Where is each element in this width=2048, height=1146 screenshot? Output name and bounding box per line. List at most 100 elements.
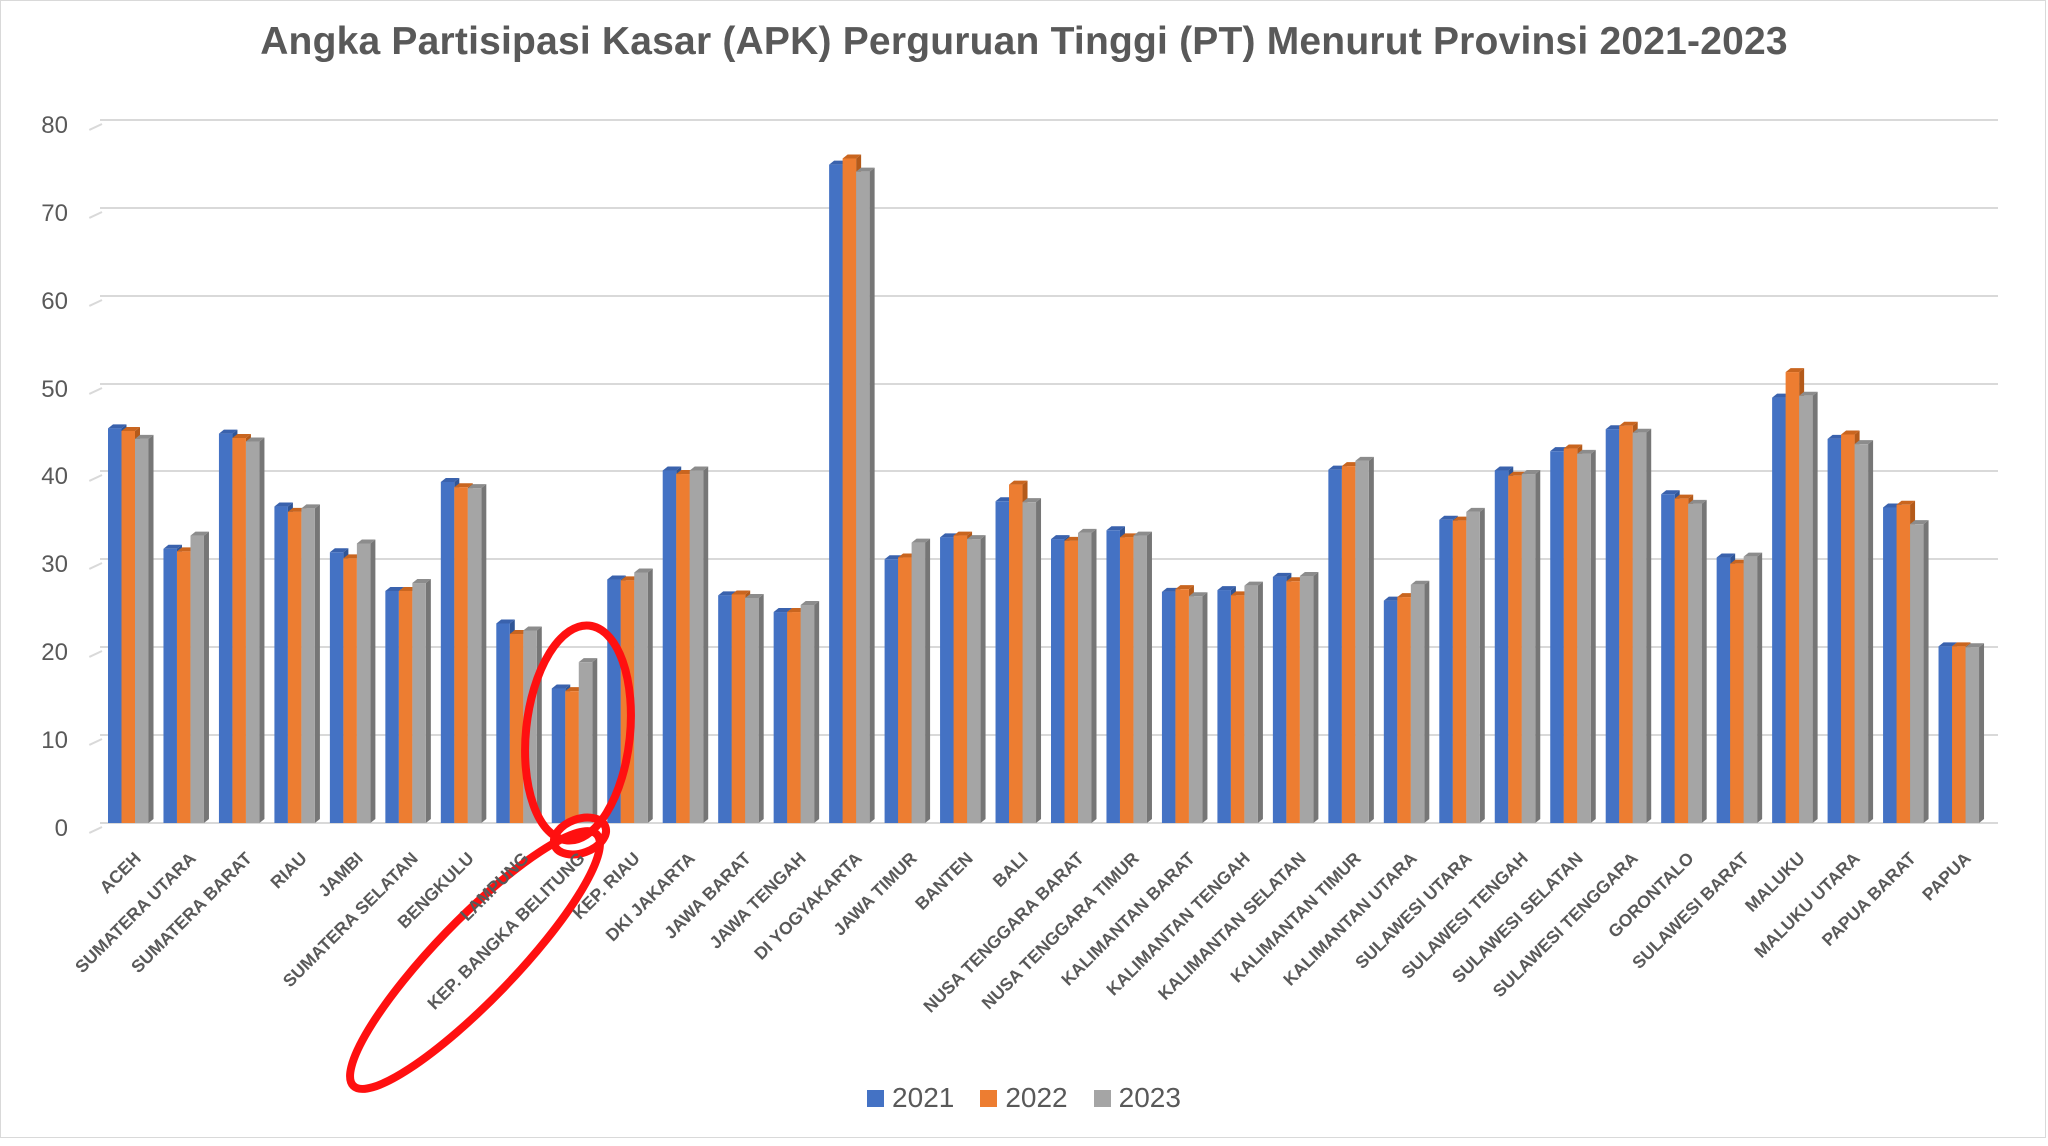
bar-2022[interactable]: JAWA BARAT 2022: 26 bbox=[731, 594, 746, 823]
bar-2021[interactable]: KALIMANTAN TENGAH 2021: 26.5 bbox=[1217, 590, 1231, 823]
bar-2023[interactable]: SUMATERA UTARA 2023: 32.7 bbox=[190, 535, 204, 823]
bar-2022[interactable]: SULAWESI SELATAN 2022: 42.6 bbox=[1563, 448, 1578, 823]
bar-2021[interactable]: BENGKULU 2021: 38.8 bbox=[440, 481, 455, 823]
bar-2022[interactable]: RIAU 2022: 35.4 bbox=[287, 511, 302, 823]
bar-2023[interactable]: SUMATERA SELATAN 2023: 27.3 bbox=[412, 583, 426, 823]
bar-2022[interactable]: MALUKU UTARA 2022: 44.2 bbox=[1841, 434, 1855, 823]
bar-2023[interactable]: RIAU 2023: 35.8 bbox=[301, 508, 315, 823]
bar-2021[interactable]: JAWA TENGAH 2021: 24 bbox=[773, 612, 788, 823]
bar-2023[interactable]: MALUKU UTARA 2023: 43.1 bbox=[1854, 444, 1869, 823]
bar-2021[interactable]: SULAWESI BARAT 2021: 30.2 bbox=[1716, 557, 1731, 823]
bar-2021[interactable]: SUMATERA SELATAN 2021: 26.4 bbox=[385, 590, 399, 823]
bar-2023[interactable]: KEP. RIAU 2023: 28.5 bbox=[634, 572, 648, 823]
bar-2022[interactable]: KALIMANTAN TENGAH 2022: 25.9 bbox=[1230, 595, 1245, 823]
bar-2022[interactable]: SUMATERA BARAT 2022: 43.8 bbox=[232, 437, 246, 823]
bar-2021[interactable]: KALIMANTAN TIMUR 2021: 40.2 bbox=[1328, 469, 1342, 823]
bar-2022[interactable]: KALIMANTAN UTARA 2022: 25.7 bbox=[1397, 597, 1411, 823]
bar-2022[interactable]: DI YOGYAKARTA 2022: 75.6 bbox=[842, 158, 857, 823]
bar-2022[interactable]: JAWA TIMUR 2022: 30.2 bbox=[898, 557, 912, 823]
bar-2022[interactable]: MALUKU 2022: 51.3 bbox=[1785, 372, 1800, 823]
bar-2023[interactable]: KALIMANTAN BARAT 2023: 25.8 bbox=[1188, 596, 1203, 823]
bar-2021[interactable]: GORONTALO 2021: 37.4 bbox=[1661, 494, 1675, 823]
bar-2021[interactable]: KALIMANTAN BARAT 2021: 26.3 bbox=[1161, 591, 1176, 823]
bar-2021[interactable]: BANTEN 2021: 32.5 bbox=[940, 537, 954, 823]
bar-2021[interactable]: DI YOGYAKARTA 2021: 74.9 bbox=[829, 164, 843, 823]
bar-2023[interactable]: PAPUA BARAT 2023: 34 bbox=[1910, 524, 1924, 823]
bar-2021[interactable]: SULAWESI TENGAH 2021: 40.1 bbox=[1494, 470, 1509, 823]
bar-2022[interactable]: SUMATERA SELATAN 2022: 26.4 bbox=[398, 590, 413, 823]
bar-2021[interactable]: NUSA TENGGARA BARAT 2021: 32.3 bbox=[1051, 539, 1065, 823]
bar-2023[interactable]: BANTEN 2023: 32.3 bbox=[967, 539, 981, 823]
bar-2021[interactable]: MALUKU UTARA 2021: 43.7 bbox=[1827, 438, 1842, 823]
bar-2023[interactable]: JAWA TIMUR 2023: 31.9 bbox=[911, 542, 926, 823]
bar-2023[interactable]: MALUKU 2023: 48.6 bbox=[1799, 395, 1813, 823]
bar-2022[interactable]: GORONTALO 2022: 36.9 bbox=[1674, 498, 1689, 823]
bar-2021[interactable]: JAWA TIMUR 2021: 30 bbox=[884, 559, 899, 823]
bar-2021[interactable]: SULAWESI TENGGARA 2021: 44.8 bbox=[1605, 429, 1620, 823]
bar-2023[interactable]: JAMBI 2023: 31.8 bbox=[356, 543, 371, 823]
bar-2022[interactable]: KEP. BANGKA BELITUNG 2022: 15 bbox=[565, 691, 579, 823]
bar-2023[interactable]: JAWA TENGAH 2023: 24.8 bbox=[800, 605, 815, 823]
bar-2022[interactable]: JAWA TENGAH 2022: 24 bbox=[787, 612, 801, 823]
bar-2022[interactable]: NUSA TENGGARA BARAT 2022: 32.1 bbox=[1064, 540, 1079, 823]
bar-2022[interactable]: BALI 2022: 38.5 bbox=[1009, 484, 1023, 823]
legend-item-2023[interactable]: 2023 bbox=[1093, 1082, 1181, 1114]
bar-2021[interactable]: KALIMANTAN SELATAN 2021: 28 bbox=[1272, 576, 1287, 823]
legend-item-2021[interactable]: 2021 bbox=[867, 1082, 954, 1114]
bar-2022[interactable]: KALIMANTAN TIMUR 2022: 40.6 bbox=[1341, 466, 1356, 823]
bar-2023[interactable]: PAPUA 2023: 20 bbox=[1965, 647, 1980, 823]
bar-2022[interactable]: SULAWESI UTARA 2022: 34.4 bbox=[1452, 520, 1467, 823]
bar-2023[interactable]: BALI 2023: 36.5 bbox=[1022, 502, 1037, 823]
bar-2023[interactable]: SULAWESI UTARA 2023: 35.4 bbox=[1466, 511, 1480, 823]
bar-2022[interactable]: SULAWESI TENGAH 2022: 39.5 bbox=[1508, 475, 1522, 823]
bar-2022[interactable]: JAMBI 2022: 30.1 bbox=[343, 558, 357, 823]
bar-2023[interactable]: KEP. BANGKA BELITUNG 2023: 18.3 bbox=[578, 662, 593, 823]
bar-2023[interactable]: NUSA TENGGARA BARAT 2023: 33 bbox=[1078, 532, 1092, 823]
bar-2023[interactable]: ACEH 2023: 43.7 bbox=[135, 438, 149, 823]
bar-2023[interactable]: JAWA BARAT 2023: 25.6 bbox=[745, 597, 759, 823]
bar-2021[interactable]: BALI 2021: 36.6 bbox=[995, 501, 1010, 823]
bar-2021[interactable]: KEP. BANGKA BELITUNG 2021: 15.3 bbox=[551, 688, 566, 823]
bar-2022[interactable]: NUSA TENGGARA TIMUR 2022: 32.5 bbox=[1119, 537, 1134, 823]
bar-2021[interactable]: DKI JAKARTA 2021: 40.1 bbox=[662, 470, 677, 823]
bar-2022[interactable]: BENGKULU 2022: 38.2 bbox=[454, 487, 468, 823]
bar-2022[interactable]: KALIMANTAN SELATAN 2022: 27.5 bbox=[1286, 581, 1300, 823]
bar-2022[interactable]: ACEH 2022: 44.6 bbox=[121, 430, 136, 823]
bar-2021[interactable]: SUMATERA BARAT 2021: 44.3 bbox=[218, 433, 233, 823]
bar-2021[interactable]: ACEH 2021: 44.9 bbox=[108, 428, 122, 823]
bar-2021[interactable]: PAPUA 2021: 20.1 bbox=[1938, 646, 1953, 823]
bar-2023[interactable]: SUMATERA BARAT 2023: 43.4 bbox=[245, 441, 260, 823]
bar-2021[interactable]: SULAWESI SELATAN 2021: 42.3 bbox=[1550, 451, 1564, 823]
bar-2022[interactable]: LAMPUNG 2022: 21.5 bbox=[509, 634, 524, 823]
bar-2022[interactable]: PAPUA BARAT 2022: 36.2 bbox=[1896, 504, 1911, 823]
bar-2023[interactable]: SULAWESI TENGGARA 2023: 44.4 bbox=[1632, 432, 1647, 823]
bar-2022[interactable]: SULAWESI BARAT 2022: 29.5 bbox=[1730, 563, 1744, 823]
bar-2021[interactable]: KALIMANTAN UTARA 2021: 25.3 bbox=[1383, 600, 1398, 823]
bar-2023[interactable]: NUSA TENGGARA TIMUR 2023: 32.7 bbox=[1133, 535, 1147, 823]
bar-2023[interactable]: SULAWESI SELATAN 2023: 42 bbox=[1577, 453, 1591, 823]
bar-2023[interactable]: SULAWESI TENGAH 2023: 39.7 bbox=[1521, 474, 1536, 823]
legend-item-2022[interactable]: 2022 bbox=[980, 1082, 1068, 1114]
bar-2022[interactable]: PAPUA 2022: 20.1 bbox=[1952, 646, 1966, 823]
bar-2021[interactable]: LAMPUNG 2021: 22.7 bbox=[496, 623, 510, 823]
bar-2023[interactable]: SULAWESI BARAT 2023: 30.3 bbox=[1743, 556, 1758, 823]
bar-2021[interactable]: SULAWESI UTARA 2021: 34.5 bbox=[1439, 519, 1453, 823]
bar-2023[interactable]: KALIMANTAN TENGAH 2023: 27 bbox=[1244, 585, 1258, 823]
bar-2021[interactable]: RIAU 2021: 36 bbox=[274, 506, 288, 823]
bar-2023[interactable]: DI YOGYAKARTA 2023: 74.1 bbox=[856, 171, 870, 823]
bar-2023[interactable]: BENGKULU 2023: 38.1 bbox=[467, 488, 482, 823]
bar-2023[interactable]: KALIMANTAN UTARA 2023: 27.1 bbox=[1410, 584, 1425, 823]
bar-2023[interactable]: KALIMANTAN TIMUR 2023: 41.2 bbox=[1355, 460, 1369, 823]
bar-2021[interactable]: SUMATERA UTARA 2021: 31.2 bbox=[163, 548, 177, 823]
bar-2021[interactable]: NUSA TENGGARA TIMUR 2021: 33.3 bbox=[1106, 530, 1120, 823]
bar-2022[interactable]: KALIMANTAN BARAT 2022: 26.6 bbox=[1175, 589, 1189, 823]
bar-2023[interactable]: KALIMANTAN SELATAN 2023: 28.1 bbox=[1299, 576, 1314, 823]
bar-2021[interactable]: JAWA BARAT 2021: 25.9 bbox=[718, 595, 732, 823]
bar-2022[interactable]: SUMATERA UTARA 2022: 30.9 bbox=[176, 551, 191, 823]
bar-2022[interactable]: BANTEN 2022: 32.7 bbox=[953, 535, 968, 823]
bar-2021[interactable]: MALUKU 2021: 48.4 bbox=[1772, 397, 1786, 823]
bar-2021[interactable]: PAPUA BARAT 2021: 35.9 bbox=[1883, 507, 1897, 823]
bar-2022[interactable]: DKI JAKARTA 2022: 39.7 bbox=[676, 474, 690, 823]
bar-2023[interactable]: GORONTALO 2023: 36.3 bbox=[1688, 503, 1702, 823]
bar-2022[interactable]: SULAWESI TENGGARA 2022: 45.2 bbox=[1619, 425, 1633, 823]
